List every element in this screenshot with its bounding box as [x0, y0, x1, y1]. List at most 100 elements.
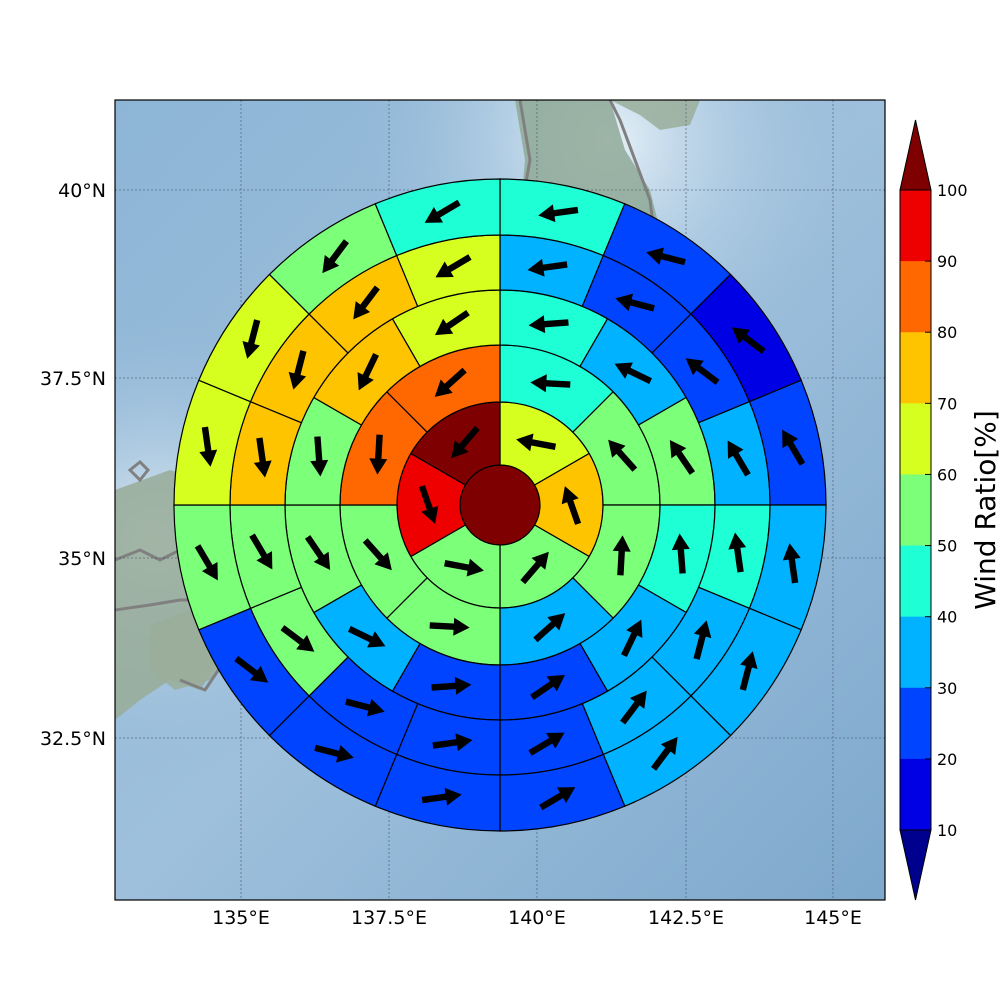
- wind-arrow: [0, 0, 20, 9]
- wind-arrow: [528, 315, 569, 334]
- wind-arrow: [608, 439, 638, 472]
- colorbar-tick-label: 100: [937, 181, 968, 200]
- wind-arrow: [0, 0, 20, 9]
- lat-tick-label: 35°N: [58, 548, 106, 570]
- wind-arrow: [310, 436, 329, 477]
- lon-tick-label: 142.5°E: [648, 907, 724, 929]
- colorbar-bin: [900, 332, 931, 404]
- wind-sectors: [173, 178, 827, 832]
- wind-arrow: [561, 486, 582, 525]
- wind-arrow: [727, 440, 751, 477]
- wind-arrow: [669, 439, 696, 475]
- lat-tick-label: 40°N: [58, 180, 106, 202]
- wind-arrow: [434, 309, 470, 336]
- wind-arrow: [539, 787, 576, 811]
- wind-arrow: [0, 0, 20, 9]
- wind-arrow: [424, 199, 461, 223]
- lon-tick-label: 145°E: [804, 907, 862, 929]
- colorbar-bin: [900, 616, 931, 689]
- wind-arrow: [782, 429, 806, 466]
- lon-tick-label: 140°E: [508, 907, 566, 929]
- wind-arrow: [0, 0, 20, 9]
- wind-arrow: [288, 350, 307, 390]
- colorbar: 10 20 30 40 50 60 70 80 90 100: [899, 119, 968, 901]
- colorbar-over-extension: [899, 119, 932, 191]
- wind-arrow: [199, 426, 218, 467]
- wind-arrow: [249, 533, 273, 570]
- wind-arrow: [516, 433, 557, 452]
- wind-arrow: [527, 258, 568, 277]
- wind-arrow: [0, 0, 20, 9]
- wind-arrow: [429, 617, 470, 636]
- wind-arrow: [731, 327, 766, 354]
- colorbar-bin: [900, 261, 931, 333]
- wind-arrow: [444, 558, 484, 577]
- wind-arrow: [418, 485, 439, 524]
- wind-arrow: [314, 744, 354, 763]
- longitude-tick-labels: 135°E 137.5°E 140°E 142.5°E 145°E: [212, 907, 862, 929]
- wind-arrow: [533, 613, 566, 643]
- wind-arrow: [353, 285, 380, 320]
- wind-arrow: [0, 0, 20, 9]
- wind-arrow: [621, 619, 643, 658]
- wind-arrow: [234, 656, 269, 683]
- colorbar-tick-label: 60: [937, 465, 957, 484]
- colorbar-tick-label: 50: [937, 537, 957, 556]
- colorbar-under-extension: [899, 829, 932, 901]
- wind-arrow: [612, 535, 631, 576]
- colorbar-tick-label: 70: [937, 394, 957, 413]
- lon-tick-label: 137.5°E: [351, 907, 427, 929]
- wind-arrow: [520, 551, 549, 585]
- wind-arrow: [369, 434, 388, 475]
- wind-arrow: [671, 533, 690, 574]
- wind-arrow: [434, 367, 467, 397]
- colorbar-bin: [900, 474, 931, 547]
- wind-arrow: [0, 0, 20, 9]
- wind-arrow: [253, 437, 272, 478]
- wind-arrow: [0, 0, 20, 9]
- wind-arrow: [362, 538, 392, 571]
- wind-arrow: [421, 787, 462, 806]
- lon-tick-label: 135°E: [212, 907, 270, 929]
- wind-arrow: [0, 0, 20, 9]
- wind-arrow: [530, 374, 571, 393]
- map-frame: [114, 99, 886, 901]
- colorbar-bin: [900, 545, 931, 618]
- wind-arrow: [435, 254, 472, 278]
- wind-arrow: [322, 239, 349, 274]
- wind-arrow: [347, 626, 386, 648]
- wind-arrow: [280, 625, 315, 652]
- wind-arrow: [242, 319, 261, 359]
- colorbar-bin: [900, 403, 931, 475]
- wind-arrow: [782, 543, 801, 584]
- wind-arrow: [0, 0, 20, 9]
- wind-arrow: [739, 651, 758, 691]
- colorbar-tick-label: 80: [937, 323, 957, 342]
- wind-arrow: [693, 620, 712, 660]
- wind-arrow: [0, 0, 20, 9]
- hokkaido-land: [610, 100, 700, 130]
- wind-arrow: [0, 0, 20, 9]
- colorbar-label: Wind Ratio[%]: [969, 410, 1000, 610]
- wind-arrow: [530, 674, 566, 701]
- wind-arrow: [651, 736, 678, 771]
- colorbar-tick-label: 20: [937, 750, 957, 769]
- colorbar-bin: [900, 190, 931, 262]
- wind-arrow: [357, 352, 379, 391]
- wind-arrow: [0, 0, 20, 9]
- wind-arrows: [0, 0, 806, 811]
- wind-arrow: [0, 0, 20, 9]
- colorbar-tick-label: 90: [937, 252, 957, 271]
- wind-arrow: [728, 532, 747, 573]
- wind-arrow: [194, 544, 218, 581]
- lat-tick-label: 37.5°N: [40, 368, 106, 390]
- wind-arrow: [646, 247, 686, 266]
- wind-arrow: [304, 535, 331, 571]
- colorbar-bin: [900, 758, 931, 831]
- wind-arrow: [614, 362, 653, 384]
- wind-arrow: [431, 676, 472, 695]
- latitude-tick-labels: 32.5°N 35°N 37.5°N 40°N: [40, 180, 106, 750]
- lat-tick-label: 32.5°N: [40, 728, 106, 750]
- wind-arrow: [0, 0, 20, 9]
